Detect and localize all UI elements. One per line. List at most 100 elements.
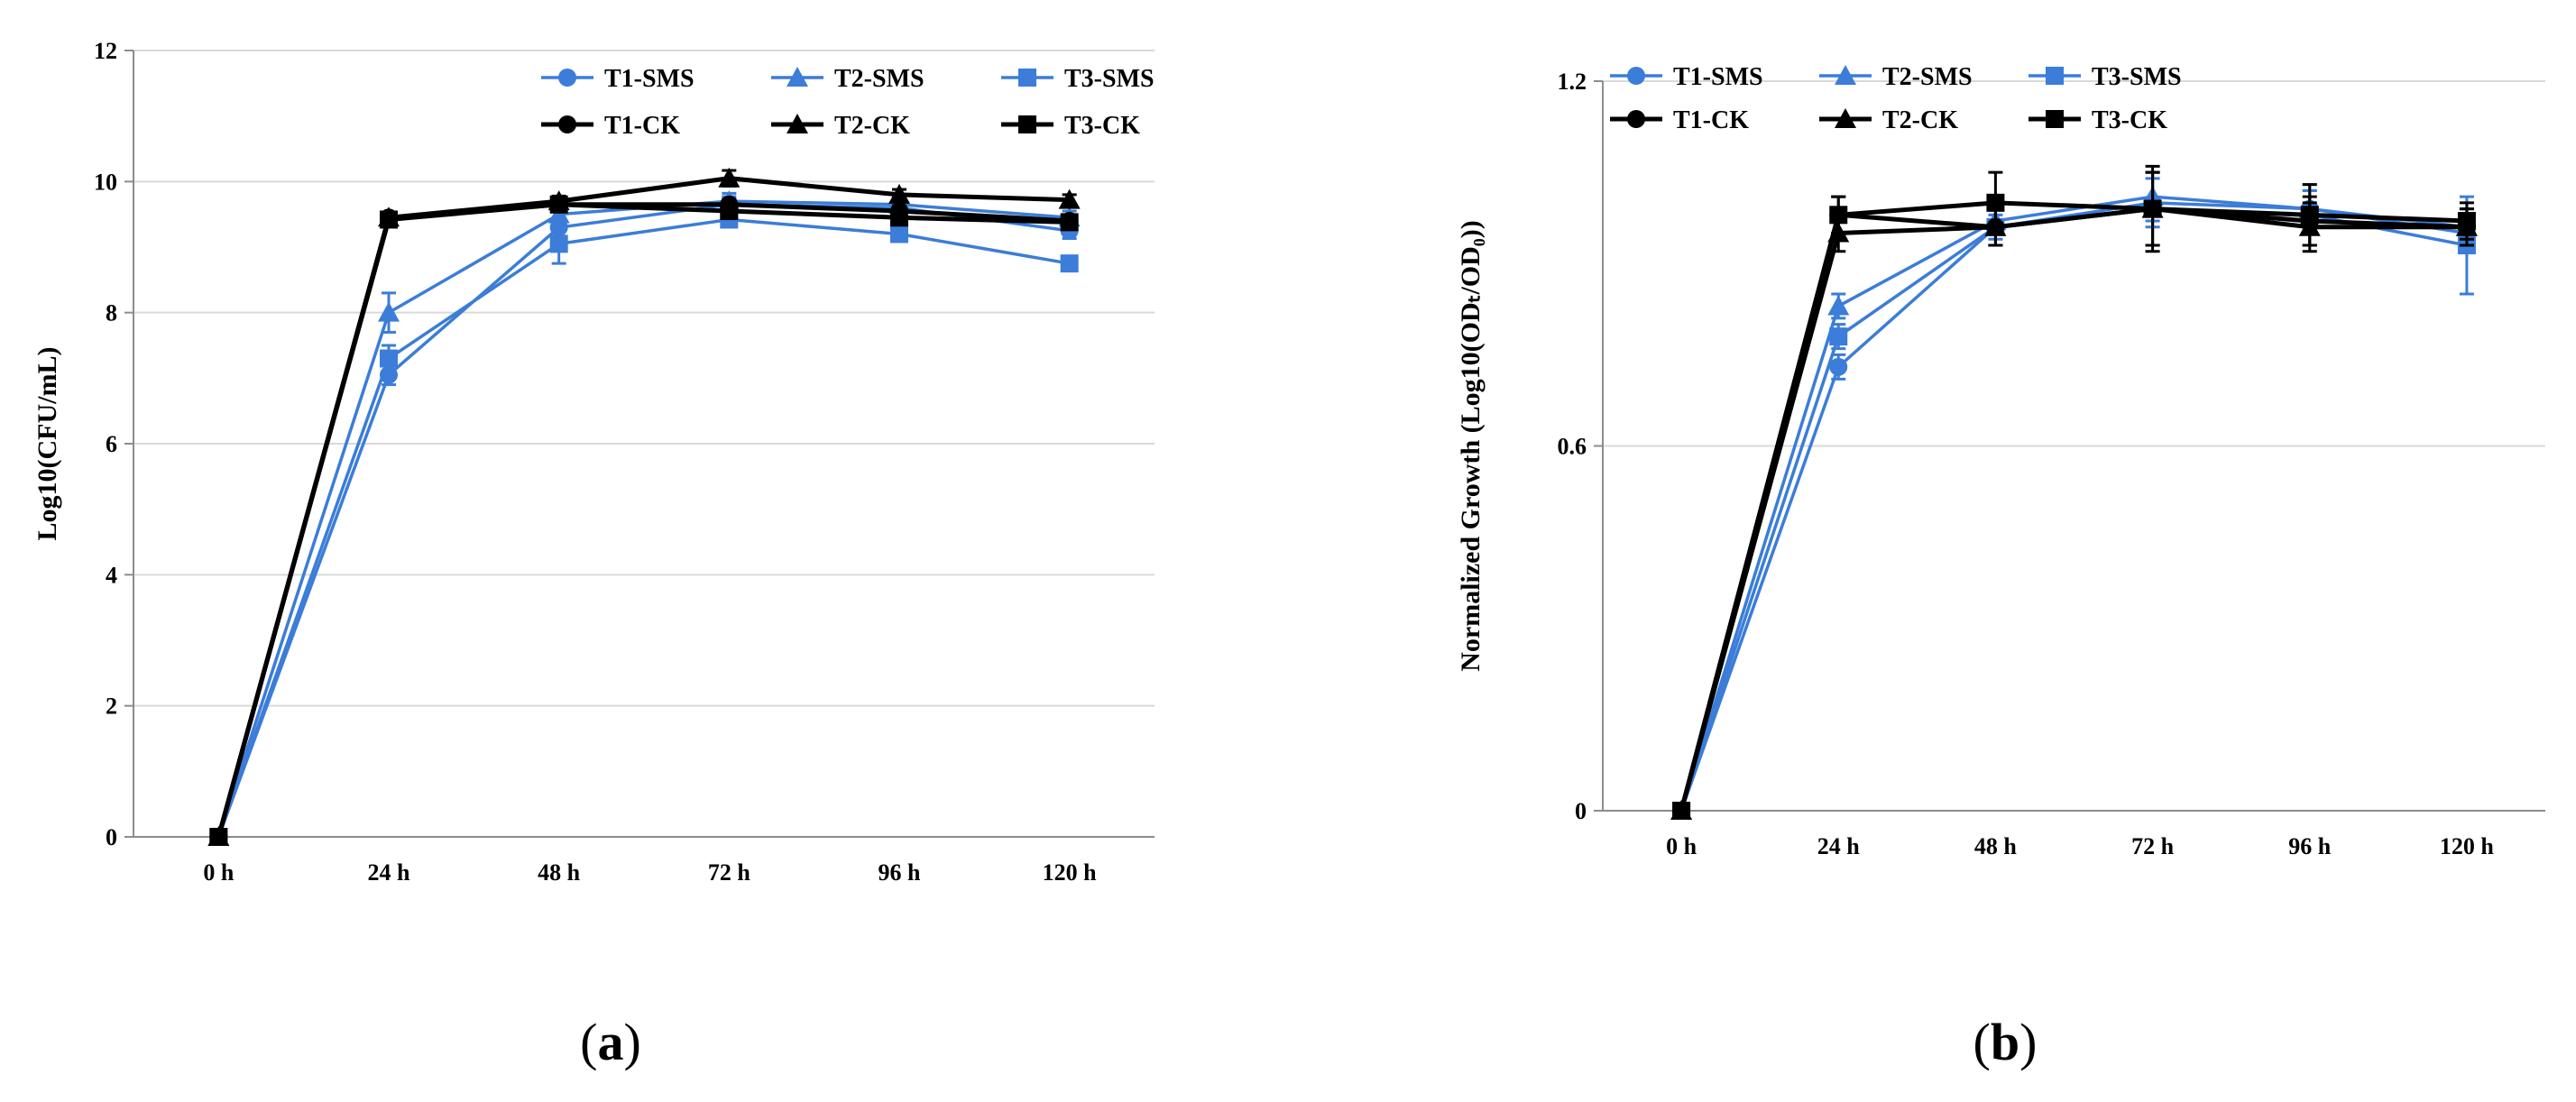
data-point xyxy=(2457,212,2476,231)
series-t2-sms xyxy=(207,190,1081,846)
data-point xyxy=(1986,193,2005,212)
chart-panel-b: 0 0.6 1.2 0 h 24 h 48 h 72 h 96 h 120 h Normalize… xyxy=(1456,63,2545,1071)
legend-item-t3-ck: T3-CK xyxy=(1001,112,1140,140)
panel-label-close-paren: ) xyxy=(2019,1013,2037,1071)
y-tick-label: 10 xyxy=(94,169,117,195)
data-point xyxy=(1060,254,1079,273)
legend-label: T2-CK xyxy=(834,112,910,140)
data-point xyxy=(380,349,398,368)
panel-label-letter: a xyxy=(598,1013,624,1071)
y-tick-label: 12 xyxy=(94,38,117,64)
legend-item-t2-ck: T2-CK xyxy=(771,112,910,140)
legend-label: T3-CK xyxy=(2092,106,2167,134)
series-line-t3-sms xyxy=(1679,207,2468,812)
series-line-t3-ck xyxy=(1679,200,2468,812)
data-point xyxy=(549,234,568,253)
x-tick-label: 24 h xyxy=(1817,833,1861,859)
legend-item-t1-ck: T1-CK xyxy=(1610,106,1749,134)
legend-marker xyxy=(1018,69,1036,87)
x-tick-label: 96 h xyxy=(879,859,922,886)
legend-marker xyxy=(2046,67,2064,85)
legend-item-t2-sms: T2-SMS xyxy=(1819,63,1973,91)
data-point xyxy=(1829,206,1848,225)
legend-marker xyxy=(787,67,808,87)
y-tick-label: 2 xyxy=(106,693,117,720)
x-tick-label: 120 h xyxy=(2440,833,2495,859)
series-t3-ck xyxy=(1672,164,2476,820)
series-t1-ck xyxy=(209,195,1079,846)
data-point xyxy=(888,183,910,204)
x-tick-label: 120 h xyxy=(1043,859,1098,886)
series-t1-sms xyxy=(209,195,1079,846)
series-line-t2-sms xyxy=(1679,195,2468,812)
legend-label: T2-CK xyxy=(1882,106,1958,134)
x-tick-label: 48 h xyxy=(1974,833,2018,859)
legend-marker xyxy=(558,115,576,133)
legend-marker xyxy=(787,114,808,133)
data-point xyxy=(549,195,568,214)
series-line-t2-sms xyxy=(216,199,1070,838)
legend-item-t3-ck: T3-CK xyxy=(2029,106,2167,134)
data-point xyxy=(718,167,741,188)
panel-label-open-paren: ( xyxy=(1973,1013,1991,1071)
y-tick-label: 8 xyxy=(106,300,117,326)
series-line-t1-sms xyxy=(1679,201,2468,812)
legend-item-t1-ck: T1-CK xyxy=(541,112,680,140)
series-t3-ck xyxy=(209,195,1079,846)
legend-item-t3-sms: T3-SMS xyxy=(2029,63,2182,91)
legend-marker xyxy=(1627,110,1645,128)
y-tick-label: 0 xyxy=(1575,798,1587,824)
y-tick-label: 0 xyxy=(106,824,117,850)
panel-label-close-paren: ) xyxy=(624,1013,641,1071)
data-point xyxy=(890,208,908,227)
data-point xyxy=(209,828,228,846)
series-line-t1-ck xyxy=(216,202,1070,838)
legend: T1-SMS T2-SMS T3-SMS T1-CK T2-CK T3-CK xyxy=(541,65,1155,140)
legend-item-t3-sms: T3-SMS xyxy=(1001,65,1155,93)
legend-marker xyxy=(2046,110,2064,128)
series-line-t2-ck xyxy=(216,176,1070,838)
data-point xyxy=(1060,213,1079,232)
x-tick-label: 96 h xyxy=(2288,833,2332,859)
y-tick-label: 6 xyxy=(106,431,117,457)
panel-label-letter: b xyxy=(1991,1013,2019,1071)
panel-label-open-paren: ( xyxy=(580,1013,597,1071)
legend-label: T2-SMS xyxy=(834,65,925,93)
data-point xyxy=(720,202,739,221)
series-line-t1-sms xyxy=(216,203,1070,838)
data-point xyxy=(2143,199,2162,218)
x-tick-label: 48 h xyxy=(538,859,581,886)
series-line-t1-ck xyxy=(1679,207,2468,812)
y-axis-label: Log10(CFU/mL) xyxy=(32,347,62,541)
legend-label: T1-SMS xyxy=(604,65,695,93)
y-tick-label: 4 xyxy=(106,562,117,588)
data-point xyxy=(1058,188,1081,209)
legend: T1-SMS T2-SMS T3-SMS T1-CK T2-CK T3-CK xyxy=(1610,63,2182,134)
legend-marker xyxy=(1835,108,1856,128)
panel-label: (a) xyxy=(580,1013,641,1071)
y-axis-label: Normalized Growth (Log10(ODₜ/OD₀)) xyxy=(1456,220,1486,672)
legend-marker xyxy=(1835,65,1856,85)
legend-marker xyxy=(1627,67,1645,85)
series-line-t3-ck xyxy=(216,202,1070,838)
legend-label: T2-SMS xyxy=(1882,63,1973,91)
series-line-t2-ck xyxy=(1679,207,2467,812)
data-point xyxy=(2300,206,2319,225)
data-point xyxy=(890,225,908,243)
legend-label: T1-CK xyxy=(1673,106,1749,134)
legend-label: T1-CK xyxy=(604,112,680,140)
series-line-t3-sms xyxy=(216,217,1070,838)
legend-item-t1-sms: T1-SMS xyxy=(541,65,695,93)
data-point xyxy=(1672,802,1691,820)
x-tick-label: 72 h xyxy=(708,859,751,886)
legend-label: T3-CK xyxy=(1064,112,1140,140)
legend-marker xyxy=(558,69,576,87)
x-tick-label: 0 h xyxy=(1666,833,1697,859)
legend-marker xyxy=(1018,115,1036,133)
data-point xyxy=(1829,327,1848,346)
data-point xyxy=(378,301,400,322)
legend-item-t1-sms: T1-SMS xyxy=(1610,63,1763,91)
x-tick-label: 0 h xyxy=(203,859,235,886)
